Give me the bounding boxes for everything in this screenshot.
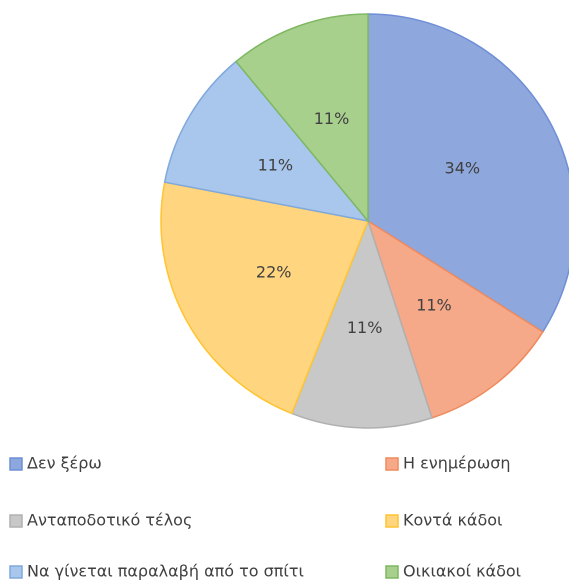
legend-swatch (385, 565, 399, 579)
legend-label: Ανταποδοτικό τέλος (27, 511, 192, 530)
pie-slice (290, 218, 433, 429)
legend-swatch (385, 514, 399, 528)
legend-label: Δεν ξέρω (27, 454, 102, 473)
pie-slice (160, 181, 370, 415)
data-label: 11% (314, 109, 350, 128)
data-label: 11% (416, 296, 452, 315)
legend-swatch (385, 457, 399, 471)
data-label: 11% (258, 156, 294, 175)
pie-slice (163, 60, 370, 223)
legend-label: Κοντά κάδοι (403, 511, 502, 530)
pie-slice (366, 219, 544, 419)
data-label: 22% (256, 262, 292, 281)
legend-label: Η ενημέρωση (403, 454, 511, 473)
legend-label: Οικιακοί κάδοι (403, 562, 521, 580)
data-label: 34% (445, 159, 481, 178)
pie-slice (234, 13, 369, 224)
legend-swatch (9, 457, 23, 471)
legend-label: Να γίνεται παραλαβή από το σπίτι (27, 562, 304, 580)
data-label: 11% (347, 318, 383, 337)
legend-swatch (9, 514, 23, 528)
legend-swatch (9, 565, 23, 579)
